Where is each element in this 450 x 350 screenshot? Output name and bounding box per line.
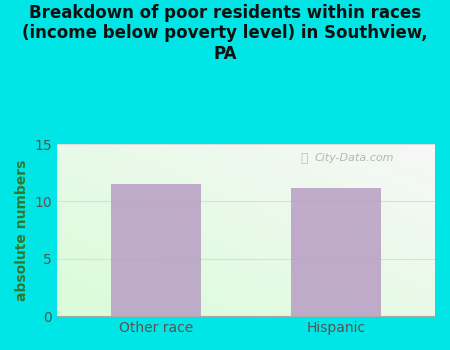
Bar bbox=[291, 188, 381, 316]
Bar bbox=[111, 184, 201, 316]
Text: Breakdown of poor residents within races
(income below poverty level) in Southvi: Breakdown of poor residents within races… bbox=[22, 4, 428, 63]
Y-axis label: absolute numbers: absolute numbers bbox=[15, 160, 29, 301]
Text: ⦿: ⦿ bbox=[301, 152, 308, 165]
Text: City-Data.com: City-Data.com bbox=[314, 153, 394, 163]
